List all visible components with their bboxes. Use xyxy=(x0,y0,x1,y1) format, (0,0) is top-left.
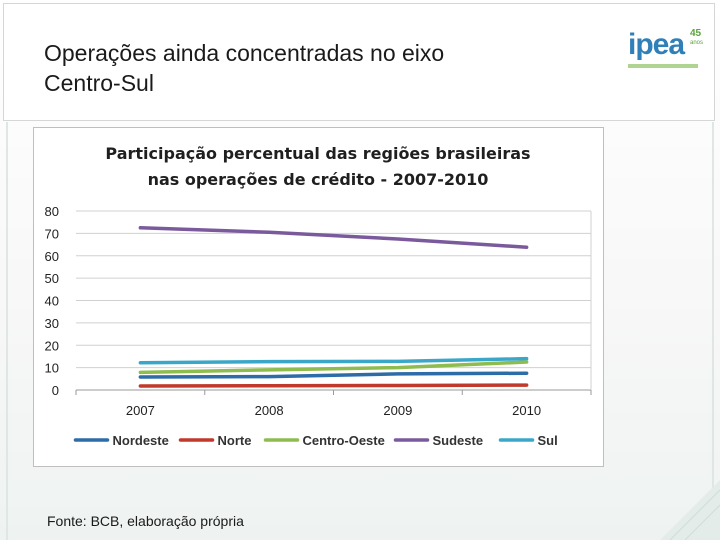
series-line-centro-oeste xyxy=(138,360,529,375)
right-border-line xyxy=(712,122,714,540)
left-border-line xyxy=(6,122,8,540)
legend-label-sudeste: Sudeste xyxy=(433,433,484,448)
legend-label-norte: Norte xyxy=(218,433,252,448)
logo-anniversary-number: 45 xyxy=(690,28,702,39)
x-tick-label-2008: 2008 xyxy=(255,403,284,418)
series-line-sul xyxy=(138,356,529,365)
y-tick-label-80: 80 xyxy=(45,204,59,219)
legend-label-sul: Sul xyxy=(538,433,558,448)
y-tick-label-60: 60 xyxy=(45,249,59,264)
logo-anniversary-label: anos xyxy=(690,40,704,46)
slide-title: Operações ainda concentradas no eixo Cen… xyxy=(44,40,445,96)
y-tick-label-40: 40 xyxy=(45,294,59,309)
series-line-nordeste xyxy=(138,371,529,379)
source-note: Fonte: BCB, elaboração própria xyxy=(47,513,244,529)
y-tick-label-30: 30 xyxy=(45,316,59,331)
x-tick-label-2007: 2007 xyxy=(126,403,155,418)
chart-title-line-2: nas operações de crédito - 2007-2010 xyxy=(148,170,489,189)
legend-label-centro-oeste: Centro-Oeste xyxy=(303,433,385,448)
legend-label-nordeste: Nordeste xyxy=(113,433,169,448)
y-tick-label-50: 50 xyxy=(45,271,59,286)
ipea-logo: ipea 45 anos xyxy=(624,26,708,74)
logo-tagline-bar xyxy=(628,64,698,68)
y-tick-label-0: 0 xyxy=(52,383,59,398)
x-tick-label-2009: 2009 xyxy=(383,403,412,418)
chart-frame: Participação percentual das regiões bras… xyxy=(33,127,604,467)
title-area xyxy=(3,3,715,121)
y-tick-label-20: 20 xyxy=(45,338,59,353)
y-tick-label-70: 70 xyxy=(45,226,59,241)
x-tick-label-2010: 2010 xyxy=(512,403,541,418)
line-chart: Participação percentual das regiões bras… xyxy=(45,144,592,448)
chart-title-line-1: Participação percentual das regiões bras… xyxy=(105,144,530,163)
series-line-sudeste xyxy=(138,226,529,249)
series-line-norte xyxy=(138,383,529,388)
logo-wordmark: ipea xyxy=(628,28,685,61)
corner-decoration xyxy=(660,480,720,540)
y-tick-label-10: 10 xyxy=(45,361,59,376)
